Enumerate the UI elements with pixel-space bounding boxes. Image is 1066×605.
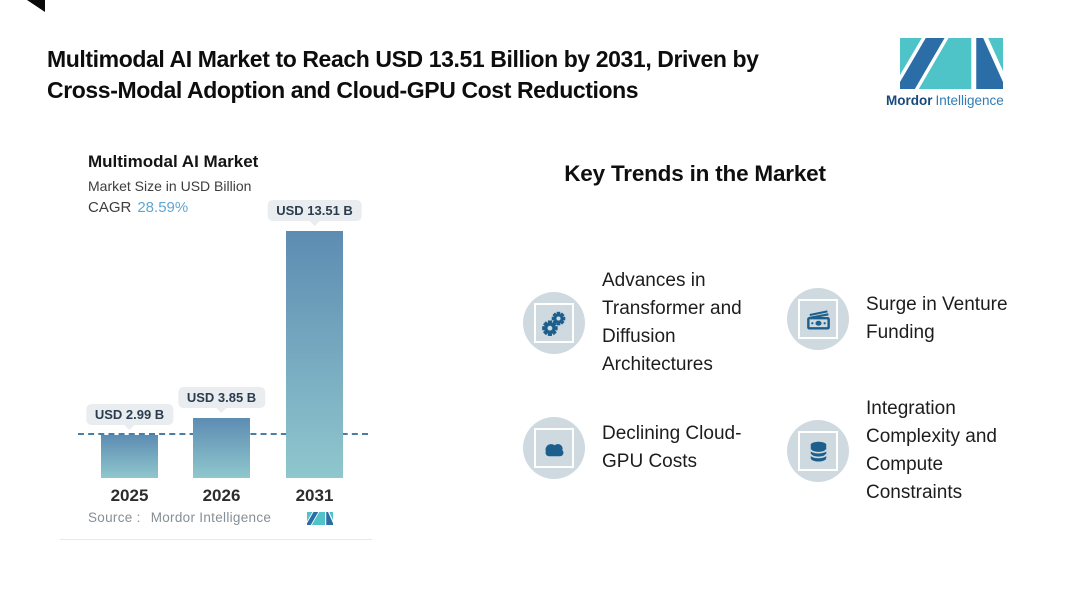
bar-value-label: USD 13.51 B (267, 200, 362, 221)
brand-logo: Mordor Intelligence (886, 38, 1006, 108)
chart-source: Source : Mordor Intelligence (88, 510, 271, 525)
cagr-label: CAGR (88, 199, 132, 216)
icon-frame (798, 299, 838, 339)
brand-name-bold: Mordor (886, 93, 933, 108)
trend-label: Advances in Transformer and Diffusion Ar… (602, 270, 742, 375)
database-icon (804, 437, 833, 466)
trend-item: Surge in Venture Funding (787, 288, 1018, 350)
trend-icon-badge (787, 420, 849, 482)
cagr-row: CAGR 28.59% (88, 199, 188, 216)
source-label: Source : (88, 510, 141, 525)
bar-2031 (286, 231, 343, 478)
bar-chart-plot: USD 2.99 B 2025 USD 3.85 B 2026 USD 13.51 B 2… (60, 128, 372, 540)
brand-name-light: Intelligence (935, 93, 1004, 108)
banknotes-icon (804, 305, 833, 334)
bar-value-label: USD 2.99 B (85, 404, 174, 425)
trend-item: Advances in Transformer and Diffusion Ar… (523, 270, 754, 375)
bar-year-label: 2031 (295, 486, 334, 505)
bar-2026 (193, 418, 250, 478)
chart-title: Multimodal AI Market (88, 152, 259, 171)
trend-label: Surge in Venture Funding (866, 294, 1008, 343)
bar-year-label: 2025 (110, 486, 149, 505)
brand-name: Mordor Intelligence (886, 93, 1006, 108)
trend-item: Integration Complexity and Compute Const… (787, 398, 1018, 503)
trend-label: Integration Complexity and Compute Const… (866, 398, 997, 503)
trend-label: Declining Cloud-GPU Costs (602, 423, 742, 472)
icon-frame (798, 431, 838, 471)
chart-subtitle: Market Size in USD Billion (88, 178, 252, 194)
gears-icon (540, 309, 569, 338)
bar-2025 (101, 435, 158, 478)
page-title-line-1: Multimodal AI Market to Reach USD 13.51 … (47, 46, 759, 72)
page-title-line-2: Cross-Modal Adoption and Cloud-GPU Cost … (47, 77, 639, 103)
source-value: Mordor Intelligence (150, 510, 272, 525)
mordor-logo-icon (900, 38, 1003, 89)
key-trends-heading: Key Trends in the Market (564, 161, 826, 186)
trend-item: Declining Cloud-GPU Costs (523, 417, 754, 479)
cloud-icon (540, 434, 569, 463)
page-title: Multimodal AI Market to Reach USD 13.51 … (47, 44, 759, 106)
icon-frame (534, 428, 574, 468)
corner-accent (27, 0, 45, 12)
icon-frame (534, 303, 574, 343)
market-chart-card: Multimodal AI Market Market Size in USD … (60, 128, 372, 540)
trend-icon-badge (787, 288, 849, 350)
mordor-logo-icon (307, 512, 333, 525)
bar-value-label: USD 3.85 B (177, 387, 266, 408)
cagr-value: 28.59% (137, 199, 189, 216)
trend-icon-badge (523, 292, 585, 354)
trend-icon-badge (523, 417, 585, 479)
bar-year-label: 2026 (202, 486, 241, 505)
